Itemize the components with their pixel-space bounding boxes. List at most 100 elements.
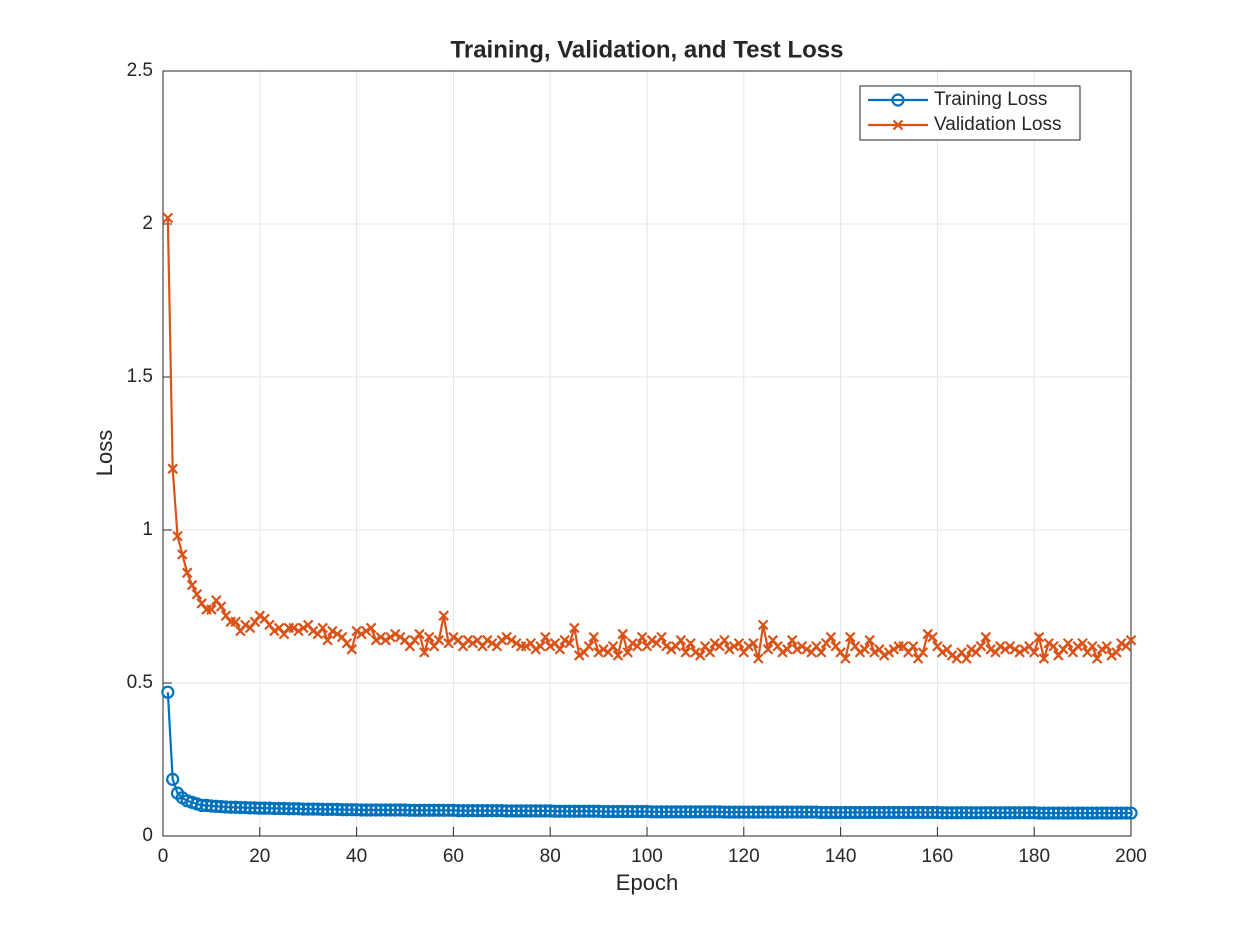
point bbox=[1090, 806, 1104, 820]
point bbox=[630, 804, 644, 819]
point bbox=[267, 801, 281, 816]
point bbox=[800, 805, 814, 819]
point bbox=[524, 804, 538, 818]
point bbox=[519, 804, 533, 818]
y-axis-label: Loss bbox=[92, 430, 117, 476]
point bbox=[1019, 644, 1030, 655]
point bbox=[762, 644, 774, 655]
point bbox=[562, 804, 577, 818]
point bbox=[872, 805, 886, 820]
point bbox=[485, 804, 499, 818]
point bbox=[354, 803, 369, 817]
point bbox=[1032, 806, 1046, 820]
point bbox=[786, 634, 798, 646]
point bbox=[675, 634, 687, 646]
point bbox=[288, 622, 299, 634]
y-tick-label: 1.5 bbox=[127, 366, 153, 387]
point bbox=[1043, 637, 1054, 649]
point bbox=[379, 803, 393, 817]
x-tick-label: 160 bbox=[922, 846, 954, 867]
point bbox=[204, 799, 218, 813]
point bbox=[680, 647, 691, 658]
point bbox=[1051, 806, 1066, 820]
point bbox=[206, 604, 217, 615]
point bbox=[887, 805, 901, 820]
point bbox=[693, 805, 707, 819]
point bbox=[262, 801, 277, 815]
point bbox=[277, 801, 291, 816]
point bbox=[567, 804, 582, 818]
point bbox=[969, 806, 983, 820]
point bbox=[640, 804, 654, 819]
point bbox=[167, 463, 178, 475]
point bbox=[374, 803, 388, 817]
y-tick-label: 2 bbox=[142, 213, 153, 234]
point bbox=[838, 805, 853, 820]
point bbox=[751, 805, 765, 819]
point bbox=[809, 805, 824, 819]
point bbox=[548, 804, 562, 818]
point bbox=[925, 805, 940, 820]
point bbox=[694, 650, 706, 661]
point bbox=[298, 622, 309, 634]
point bbox=[804, 805, 819, 819]
point bbox=[612, 650, 624, 661]
point bbox=[1061, 806, 1075, 820]
point bbox=[888, 644, 900, 655]
point bbox=[819, 805, 833, 820]
point bbox=[412, 803, 427, 817]
point bbox=[737, 805, 751, 819]
point bbox=[771, 805, 785, 819]
point bbox=[766, 805, 780, 819]
point bbox=[1105, 806, 1119, 820]
point bbox=[506, 634, 517, 646]
x-tick-label: 20 bbox=[249, 846, 270, 867]
point bbox=[748, 637, 759, 649]
point bbox=[907, 641, 919, 652]
point bbox=[1062, 637, 1074, 649]
point bbox=[845, 631, 856, 643]
point bbox=[437, 803, 451, 817]
point bbox=[1111, 647, 1122, 658]
point bbox=[743, 641, 754, 652]
point bbox=[708, 805, 722, 819]
point bbox=[1106, 650, 1117, 661]
point bbox=[408, 803, 422, 817]
point bbox=[504, 804, 519, 818]
point bbox=[683, 805, 698, 819]
point bbox=[688, 805, 703, 819]
point bbox=[209, 799, 223, 813]
point bbox=[172, 530, 183, 542]
point bbox=[390, 628, 401, 640]
point bbox=[975, 641, 987, 652]
point bbox=[500, 804, 514, 818]
point bbox=[935, 806, 949, 820]
point bbox=[446, 803, 460, 817]
point bbox=[462, 634, 474, 646]
point bbox=[535, 641, 546, 652]
point bbox=[287, 802, 301, 816]
point bbox=[1125, 634, 1137, 646]
point bbox=[1071, 806, 1085, 820]
point bbox=[959, 806, 974, 820]
point bbox=[607, 641, 619, 652]
x-axis-label: Epoch bbox=[616, 870, 678, 895]
point bbox=[654, 805, 669, 819]
point bbox=[785, 805, 799, 819]
point bbox=[882, 805, 896, 820]
point bbox=[229, 800, 243, 814]
point bbox=[984, 806, 998, 820]
point bbox=[601, 804, 615, 819]
point bbox=[636, 631, 648, 643]
point bbox=[815, 647, 827, 658]
point bbox=[1017, 806, 1032, 820]
point bbox=[423, 631, 435, 643]
point bbox=[1008, 806, 1022, 820]
point bbox=[665, 644, 677, 655]
point bbox=[340, 803, 354, 817]
series-line bbox=[166, 217, 1132, 663]
point bbox=[240, 619, 251, 631]
point bbox=[650, 805, 664, 819]
point bbox=[712, 805, 727, 819]
